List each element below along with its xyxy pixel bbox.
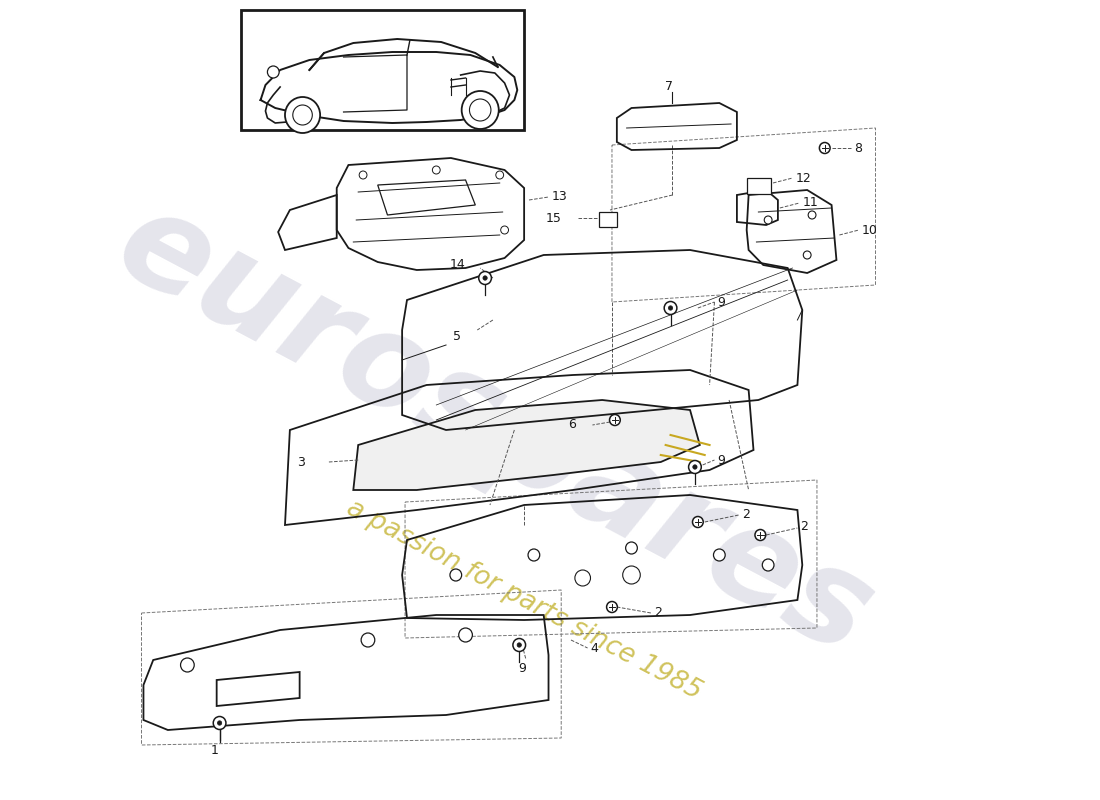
- Circle shape: [689, 461, 702, 474]
- Circle shape: [517, 643, 521, 647]
- Circle shape: [478, 271, 492, 285]
- Text: 3: 3: [297, 455, 305, 469]
- Circle shape: [285, 97, 320, 133]
- Circle shape: [450, 569, 462, 581]
- Circle shape: [623, 566, 640, 584]
- Circle shape: [606, 602, 617, 613]
- Bar: [241, 10, 524, 130]
- Text: 6: 6: [568, 418, 576, 431]
- Circle shape: [714, 549, 725, 561]
- Text: 5: 5: [453, 330, 461, 342]
- Text: 9: 9: [717, 454, 725, 466]
- Circle shape: [213, 717, 226, 730]
- Text: 2: 2: [653, 606, 662, 619]
- Circle shape: [496, 171, 504, 179]
- Text: 14: 14: [450, 258, 465, 271]
- Bar: [747, 178, 771, 194]
- Circle shape: [293, 105, 312, 125]
- Text: 12: 12: [795, 171, 811, 185]
- Circle shape: [528, 549, 540, 561]
- Text: 10: 10: [861, 223, 878, 237]
- Text: 8: 8: [854, 142, 862, 154]
- Text: 7: 7: [664, 79, 672, 93]
- Circle shape: [500, 226, 508, 234]
- Circle shape: [669, 306, 673, 310]
- Polygon shape: [217, 672, 299, 706]
- Circle shape: [609, 414, 620, 426]
- Text: eurospares: eurospares: [97, 178, 893, 682]
- Circle shape: [626, 542, 637, 554]
- Circle shape: [361, 633, 375, 647]
- Circle shape: [459, 628, 472, 642]
- Text: 4: 4: [591, 642, 598, 654]
- Circle shape: [432, 166, 440, 174]
- Circle shape: [693, 465, 697, 469]
- Circle shape: [483, 276, 487, 280]
- Circle shape: [218, 721, 222, 725]
- Circle shape: [513, 638, 526, 651]
- Circle shape: [180, 658, 195, 672]
- Circle shape: [803, 251, 811, 259]
- Circle shape: [693, 517, 703, 527]
- Circle shape: [820, 142, 830, 154]
- Text: 15: 15: [546, 211, 561, 225]
- Polygon shape: [353, 400, 700, 490]
- Circle shape: [360, 171, 367, 179]
- Circle shape: [462, 91, 498, 129]
- Text: a passion for parts since 1985: a passion for parts since 1985: [342, 495, 706, 705]
- Circle shape: [575, 570, 591, 586]
- Text: 9: 9: [518, 662, 526, 674]
- Text: 11: 11: [802, 197, 818, 210]
- Polygon shape: [377, 180, 475, 215]
- Circle shape: [664, 302, 676, 314]
- Text: 13: 13: [551, 190, 568, 203]
- Circle shape: [755, 530, 766, 541]
- Circle shape: [267, 66, 279, 78]
- Text: 2: 2: [741, 507, 750, 521]
- Text: 2: 2: [801, 521, 808, 534]
- Circle shape: [470, 99, 491, 121]
- Circle shape: [762, 559, 774, 571]
- Bar: [600, 212, 617, 227]
- Text: 9: 9: [717, 295, 725, 309]
- Circle shape: [764, 216, 772, 224]
- Text: 1: 1: [211, 743, 219, 757]
- Circle shape: [808, 211, 816, 219]
